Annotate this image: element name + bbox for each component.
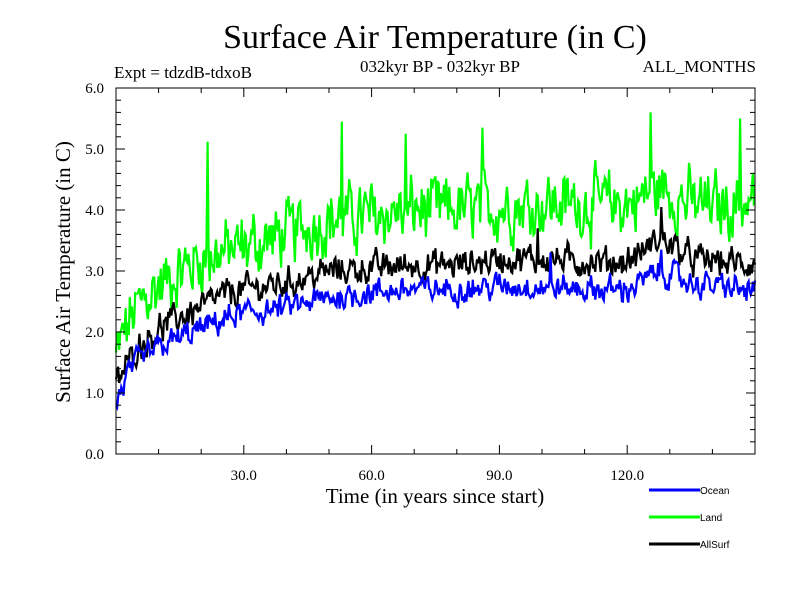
legend-label-land: Land xyxy=(700,513,722,524)
series-line-ocean xyxy=(115,249,757,412)
y-tick-label: 6.0 xyxy=(85,81,104,97)
y-axis-label: Surface Air Temperature (in C) xyxy=(51,141,75,403)
experiment-label: Expt = tdzdB-tdxoB xyxy=(114,63,252,82)
legend-label-ocean: Ocean xyxy=(700,486,729,497)
x-tick-label: 30.0 xyxy=(231,468,257,484)
y-tick-label: 1.0 xyxy=(85,386,104,402)
y-tick-label: 3.0 xyxy=(85,264,104,280)
chart-title: Surface Air Temperature (in C) xyxy=(223,19,647,56)
series-layer xyxy=(114,112,757,412)
x-tick-label: 60.0 xyxy=(358,468,384,484)
y-tick-label: 0.0 xyxy=(85,447,104,463)
y-tick-label: 2.0 xyxy=(85,325,104,341)
series-line-allsurf xyxy=(114,206,757,384)
y-tick-label: 4.0 xyxy=(85,203,104,219)
legend: Ocean Land AllSurf xyxy=(649,486,730,551)
x-tick-label: 90.0 xyxy=(486,468,512,484)
series-line-land xyxy=(114,112,756,353)
y-tick-label: 5.0 xyxy=(85,142,104,158)
x-axis-label: Time (in years since start) xyxy=(326,484,545,508)
axes-layer: 30.0 60.0 90.0 120.0 0.0 1.0 2.0 3.0 4.0 5.0 6.0 xyxy=(85,81,756,484)
period-label: 032kyr BP - 032kyr BP xyxy=(360,57,520,76)
months-label: ALL_MONTHS xyxy=(643,57,756,76)
x-tick-label: 120.0 xyxy=(610,468,644,484)
legend-label-allsurf: AllSurf xyxy=(700,540,730,551)
